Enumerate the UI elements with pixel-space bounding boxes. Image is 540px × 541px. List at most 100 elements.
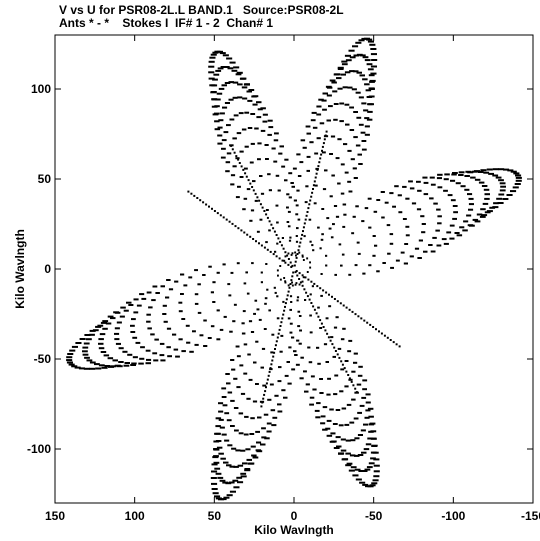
uv-point [100,321,107,324]
uv-point [240,475,247,478]
y-tick-label: -50 [34,352,52,366]
uv-point [368,74,375,77]
uv-point [114,332,120,335]
uv-point [233,486,240,489]
uv-point [395,259,400,262]
uv-point [210,91,217,94]
uv-point [240,77,247,80]
uv-point [311,191,314,194]
uv-point [297,249,300,252]
x-axis-label: Kilo Wavlngth [254,523,334,537]
uv-point [365,443,372,446]
uv-point [449,224,455,227]
uv-point [408,180,413,183]
uv-point [242,168,245,171]
uv-point [233,407,239,409]
uv-point [280,334,284,337]
uv-point [342,203,347,206]
uv-point [226,419,232,422]
uv-point [347,374,350,376]
uv-point [251,262,254,265]
uv-point [218,410,224,413]
uv-point [345,123,350,126]
uv-point [230,183,235,186]
uv-point [437,215,442,218]
uv-point [341,253,345,256]
uv-point [327,336,330,339]
uv-point [265,382,268,385]
uv-point [211,207,213,210]
uv-point [219,479,226,482]
uv-point [261,401,264,404]
uv-point [268,370,271,373]
uv-point [95,367,102,370]
x-tick-label: 0 [291,509,298,523]
uv-point [286,193,290,196]
uv-point [291,275,294,278]
uv-point [264,302,267,305]
uv-point [331,343,334,346]
uv-point [299,377,304,380]
uv-point [436,244,442,247]
uv-point [329,339,332,342]
uv-point [310,302,313,304]
uv-point [325,291,328,294]
uv-point [226,382,231,385]
uv-point [262,397,265,400]
uv-point [436,208,441,211]
uv-point [333,346,336,349]
uv-point [310,280,313,283]
uv-point [290,279,293,282]
uv-point [365,485,372,488]
uv-point [355,391,358,394]
uv-point [276,317,280,320]
uv-point [288,286,291,289]
uv-point [245,448,251,451]
uv-point [359,404,365,407]
uv-point [435,229,440,232]
uv-point [479,215,486,218]
uv-point [215,472,222,475]
uv-point [216,212,219,215]
uv-point [97,324,104,327]
uv-point [326,332,329,335]
uv-point [371,482,378,485]
uv-point [287,252,290,255]
uv-point [140,346,145,349]
uv-point [250,209,255,212]
uv-point [175,355,180,358]
uv-point [325,130,328,133]
uv-point [400,251,405,254]
uv-point [398,211,403,214]
uv-point [256,441,262,444]
uv-point [315,416,321,419]
uv-point [361,451,367,454]
uv-point [249,219,253,222]
uv-point [493,202,499,205]
uv-point [296,253,299,255]
uv-point [250,142,255,145]
uv-point [311,285,314,288]
uv-point [341,60,348,63]
uv-point [267,374,270,377]
uv-point [321,208,325,210]
uv-point [389,192,394,195]
uv-point [292,271,295,274]
uv-point [193,194,196,197]
uv-point [351,370,356,373]
uv-point [344,54,351,57]
uv-point [218,402,224,405]
uv-point [368,87,375,90]
uv-point [370,65,377,68]
uv-point [89,367,96,370]
uv-point [66,356,73,359]
uv-point [337,87,343,90]
uv-point [232,96,238,99]
uv-point [484,193,490,196]
uv-point [305,214,308,217]
uv-point [153,359,159,362]
uv-point [316,137,321,140]
uv-point [515,176,522,179]
uv-point [344,171,349,174]
uv-point [114,338,120,341]
